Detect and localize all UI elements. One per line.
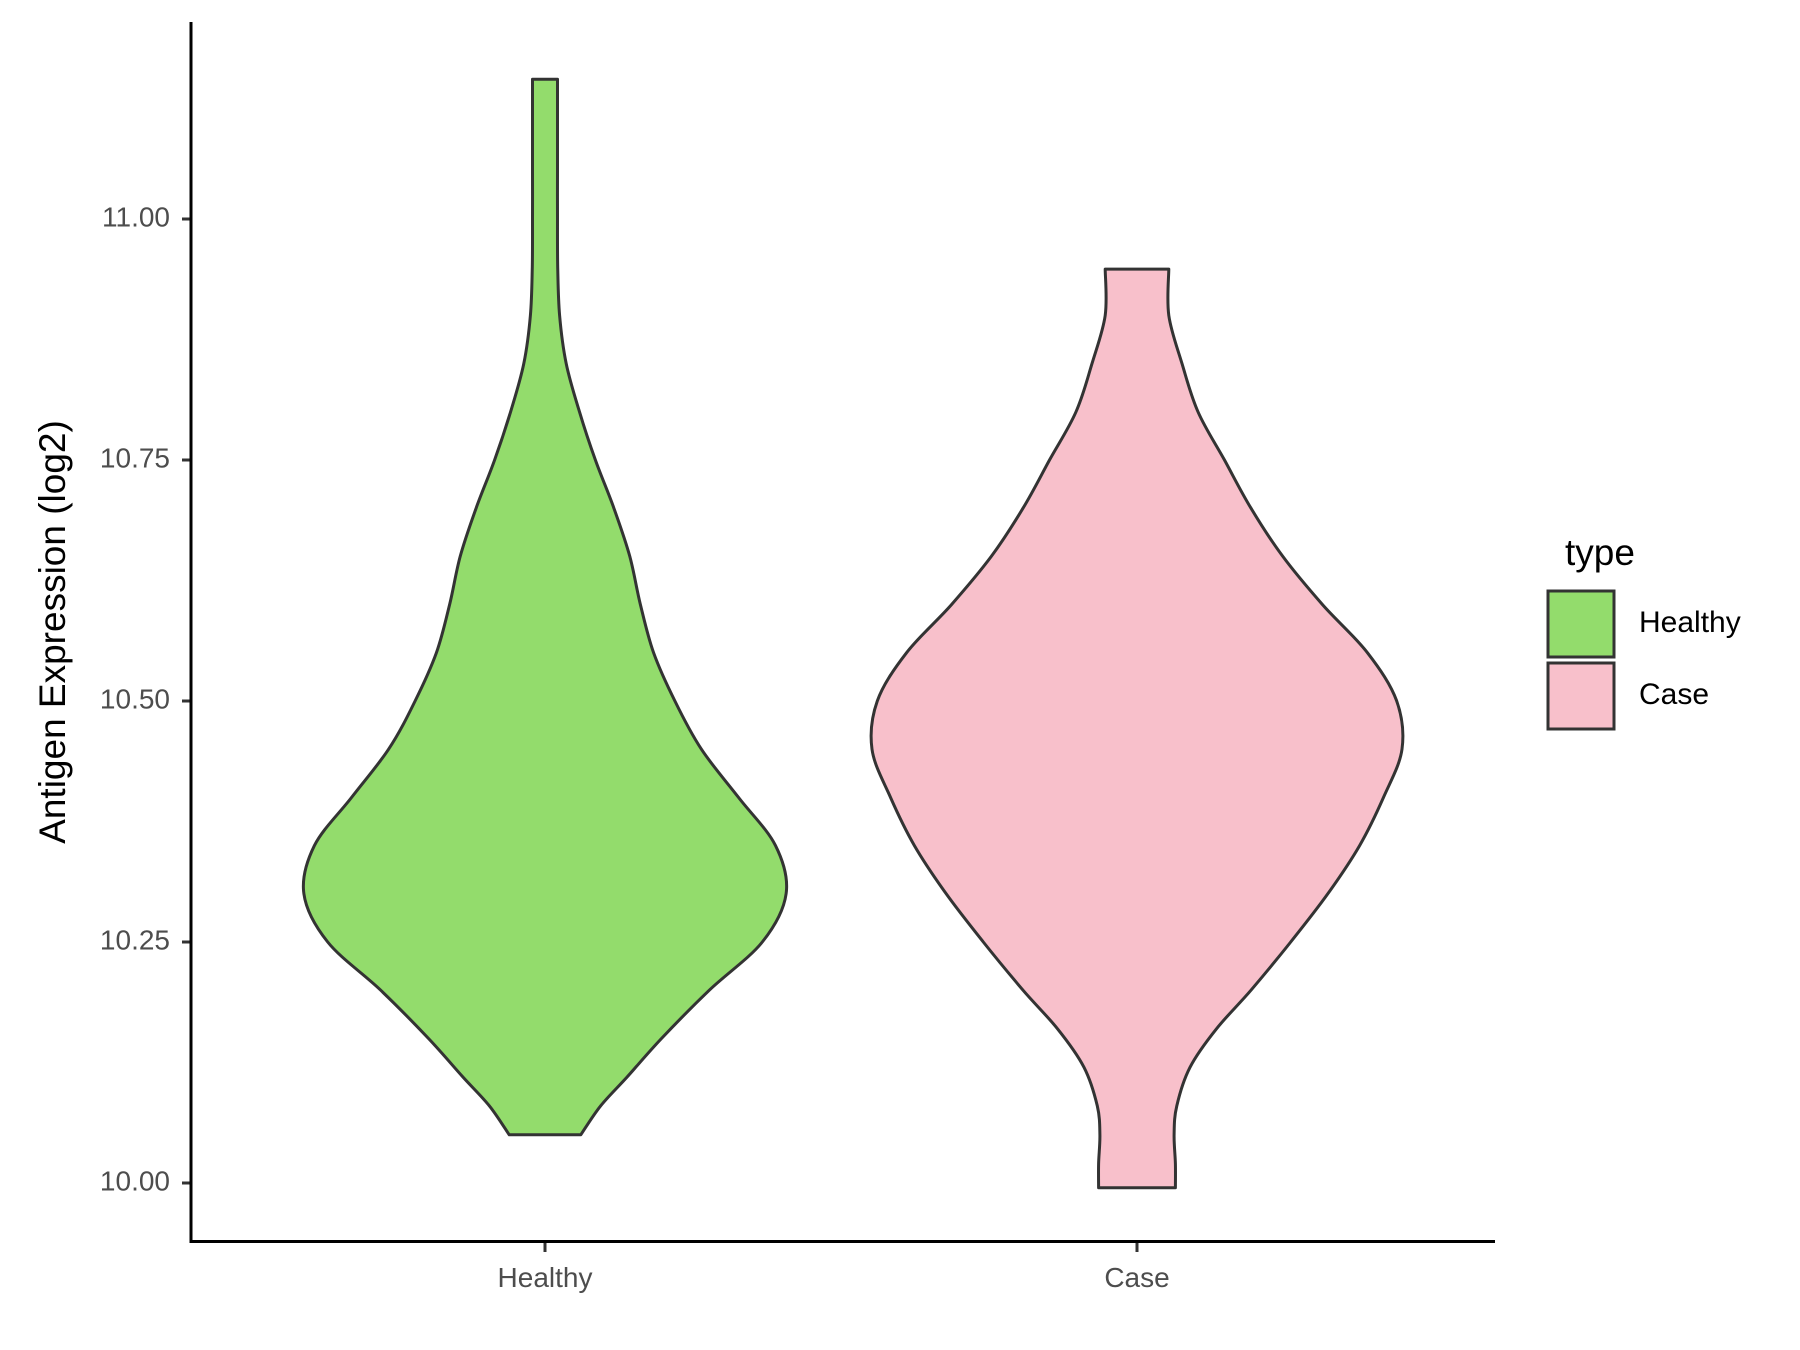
x-tick-label: Healthy [498,1262,593,1293]
legend: type Healthy Case [1546,532,1741,731]
legend-items: Healthy Case [1546,589,1741,731]
y-axis-ticks: 10.00 10.25 10.50 10.75 11.00 [100,201,191,1196]
x-axis-ticks: Healthy Case [498,1243,1170,1293]
violin-layer [301,77,1405,1190]
y-tick-label: 10.75 [100,442,170,473]
legend-title: type [1565,532,1635,573]
legend-key-healthy [1546,589,1616,659]
y-axis-title: Antigen Expression (log2) [32,420,73,844]
legend-key-case [1546,661,1616,731]
y-tick-label: 10.50 [100,683,170,714]
legend-label: Healthy [1639,606,1741,639]
y-tick-label: 10.25 [100,924,170,955]
violin-healthy [301,77,789,1137]
violin-case [869,267,1405,1190]
y-tick-label: 10.00 [100,1165,170,1196]
legend-label: Case [1639,678,1709,711]
y-tick-label: 11.00 [102,201,170,232]
x-tick-label: Case [1104,1262,1169,1293]
